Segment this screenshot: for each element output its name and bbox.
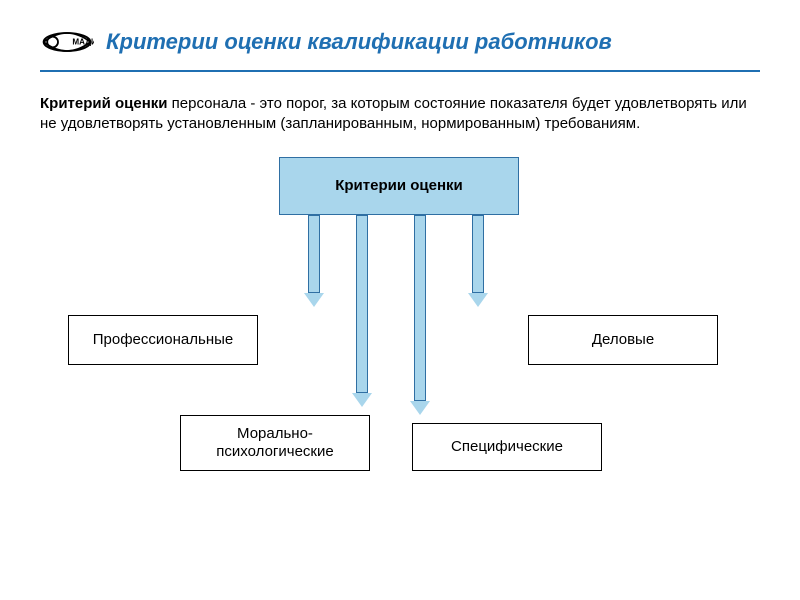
diagram-box-moral: Морально-психологические (180, 415, 370, 471)
org-logo: МАДИ (40, 20, 94, 64)
diagram-box-professional: Профессиональные (68, 315, 258, 365)
title-rule (40, 70, 760, 72)
diagram-box-business: Деловые (528, 315, 718, 365)
description-bold: Критерий оценки (40, 95, 168, 112)
logo-text: МАДИ (72, 38, 94, 47)
logo-icon: МАДИ (40, 20, 94, 64)
slide-title: Критерии оценки квалификации работников (106, 29, 612, 55)
slide-header: МАДИ Критерии оценки квалификации работн… (40, 20, 760, 64)
diagram-root-box: Критерии оценки (279, 157, 519, 215)
diagram-box-specific: Специфические (412, 423, 602, 471)
criteria-diagram: Критерии оценки Профессиональные Деловые М… (40, 157, 760, 497)
slide-root: МАДИ Критерии оценки квалификации работн… (0, 0, 800, 600)
description: Критерий оценки персонала - это порог, з… (40, 94, 760, 135)
